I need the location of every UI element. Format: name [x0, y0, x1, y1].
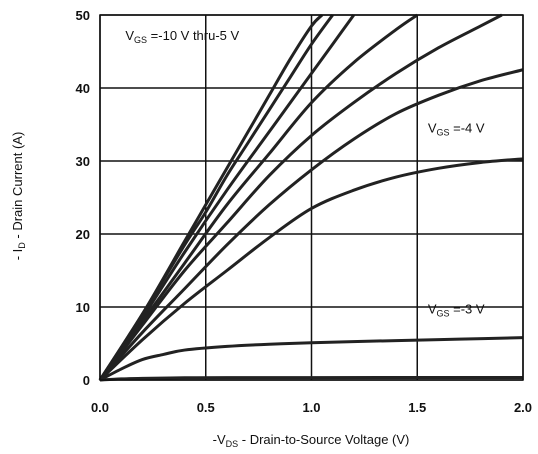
ann-vgs-10-5-prefix: V	[125, 28, 134, 43]
x-axis-title: -VDS - Drain-to-Source Voltage (V)	[213, 432, 410, 449]
x-tick-label: 1.0	[302, 400, 320, 415]
plot-frame	[99, 14, 524, 381]
series-line-3	[98, 13, 419, 381]
series-line-8	[99, 375, 524, 382]
series-line-7	[99, 336, 524, 382]
series-lines	[98, 13, 524, 382]
series-line-4	[98, 13, 503, 381]
series-line-2	[98, 14, 356, 381]
y-tick-label: 30	[76, 154, 90, 169]
x-tick-label: 2.0	[514, 400, 532, 415]
ann-vgs-10-5-suffix: =-10 V thru-5 V	[147, 28, 239, 43]
ann-vgs-4-suffix: =-4 V	[450, 121, 485, 136]
y-axis-title-suffix: - Drain Current (A)	[10, 132, 25, 243]
x-tick-label: 0.0	[91, 400, 109, 415]
y-axis-title: - ID - Drain Current (A)	[10, 132, 27, 261]
ann-vgs-4-prefix: V	[428, 121, 437, 136]
ann-vgs-3: VGS =-3 V	[428, 302, 485, 319]
x-tick-label: 1.5	[408, 400, 426, 415]
series-line-6	[98, 157, 524, 382]
series-line-5	[98, 68, 524, 381]
ann-vgs-10-5-sub: GS	[134, 35, 147, 45]
x-axis-title-prefix: -V	[213, 432, 226, 447]
y-axis-title-prefix: - I	[10, 249, 25, 261]
y-tick-label: 20	[76, 227, 90, 242]
ann-vgs-3-suffix: =-3 V	[450, 302, 485, 317]
ann-vgs-3-prefix: V	[428, 302, 437, 317]
ann-vgs-10-5: VGS =-10 V thru-5 V	[125, 28, 239, 45]
x-axis-title-suffix: - Drain-to-Source Voltage (V)	[238, 432, 409, 447]
y-axis-title-sub: D	[17, 242, 27, 249]
y-tick-label: 40	[76, 81, 90, 96]
ann-vgs-4: VGS =-4 V	[428, 121, 485, 138]
x-axis-title-sub: DS	[226, 439, 239, 449]
x-tick-labels: 0.0 0.5 1.0 1.5 2.0	[91, 400, 532, 415]
series-line-0	[98, 13, 324, 381]
ann-vgs-3-sub: GS	[436, 309, 449, 319]
series-line-1	[98, 14, 334, 381]
y-tick-label: 0	[83, 373, 90, 388]
ann-vgs-4-sub: GS	[436, 128, 449, 138]
y-tick-label: 50	[76, 8, 90, 23]
x-tick-label: 0.5	[197, 400, 215, 415]
grid	[99, 14, 524, 381]
y-tick-labels: 0 10 20 30 40 50	[76, 8, 90, 388]
y-tick-label: 10	[76, 300, 90, 315]
